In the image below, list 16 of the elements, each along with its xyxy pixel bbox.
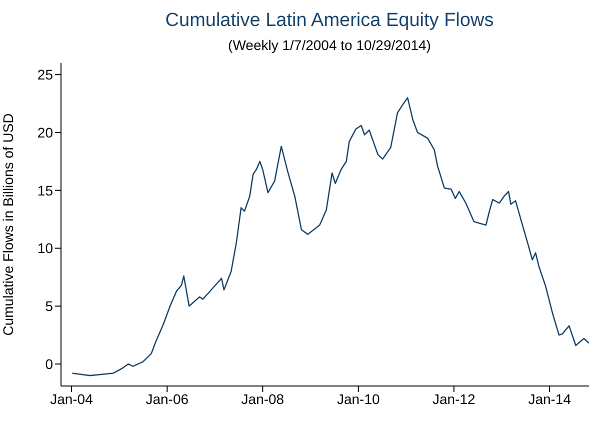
y-tick-label: 0 (45, 356, 54, 372)
chart-title: Cumulative Latin America Equity Flows (164, 10, 495, 32)
x-tick-label: Jan-12 (432, 390, 476, 407)
y-tick-label: 25 (37, 66, 54, 83)
y-tick-label: 15 (37, 182, 54, 198)
x-tick-label: Jan-14 (528, 390, 572, 407)
x-tick-label: Jan-06 (146, 390, 189, 407)
chart-subtitle: (Weekly 1/7/2004 to 10/29/2014) (227, 37, 432, 53)
line-series (72, 97, 589, 376)
y-axis-title: Cumulative Flows in Billions of USD (0, 113, 16, 336)
x-tick-label: Jan-10 (336, 390, 380, 407)
x-tick-label: Jan-04 (50, 390, 94, 407)
y-tick-label: 10 (37, 240, 54, 256)
y-tick-label: 20 (37, 124, 54, 140)
y-tick-label: 5 (45, 298, 54, 314)
x-tick-label: Jan-08 (241, 390, 284, 407)
